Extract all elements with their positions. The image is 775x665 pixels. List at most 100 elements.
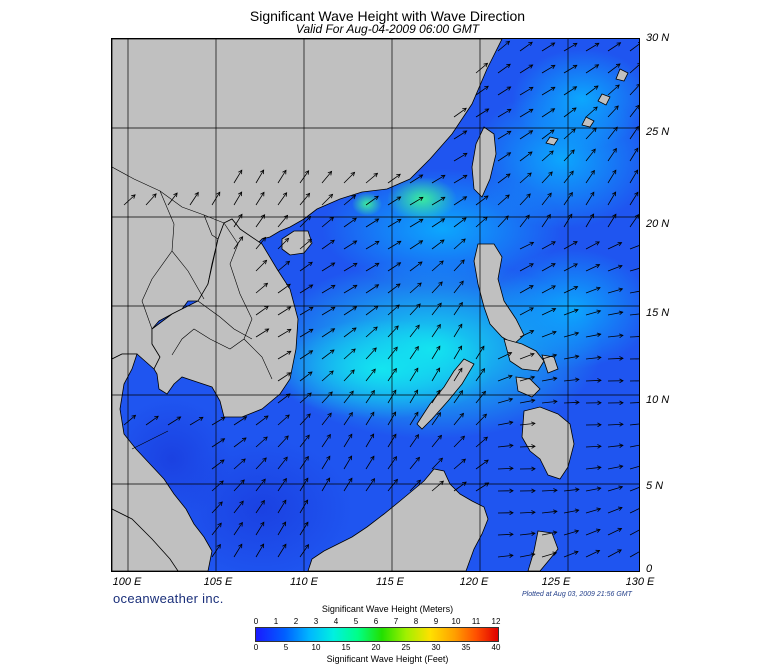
wave-direction-arrow xyxy=(453,280,464,294)
wave-direction-arrow xyxy=(629,147,639,162)
wave-direction-arrowhead xyxy=(330,328,336,333)
wave-direction-arrowhead xyxy=(461,217,467,222)
wave-direction-arrow xyxy=(629,444,639,448)
wave-direction-arrow xyxy=(453,345,462,360)
wave-direction-arrow xyxy=(607,528,622,536)
wave-direction-arrowhead xyxy=(352,240,358,245)
wave-direction-arrowhead xyxy=(327,170,333,176)
wave-direction-arrow xyxy=(519,64,533,74)
wave-direction-arrowhead xyxy=(617,527,623,533)
wave-direction-arrow xyxy=(497,554,513,558)
wave-direction-arrowhead xyxy=(414,345,419,351)
wave-direction-arrowhead xyxy=(261,236,267,242)
legend-meter-tick: 6 xyxy=(373,617,379,626)
wave-direction-arrow xyxy=(585,42,600,52)
wave-direction-arrow xyxy=(629,268,639,272)
wave-direction-arrow xyxy=(431,345,441,360)
wave-direction-arrow xyxy=(431,281,443,294)
wave-direction-arrow xyxy=(541,489,558,492)
wave-direction-arrowhead xyxy=(438,457,444,463)
wave-direction-arrowhead xyxy=(330,239,335,245)
wave-direction-arrowhead xyxy=(351,327,357,332)
wave-direction-arrowhead xyxy=(483,195,489,200)
wave-direction-arrow xyxy=(211,459,225,470)
wave-direction-arrowhead xyxy=(131,414,137,420)
wave-direction-arrow xyxy=(321,412,332,426)
lat-label-5n: 5 N xyxy=(646,480,664,492)
wave-direction-arrow xyxy=(497,421,513,426)
wave-direction-arrow xyxy=(453,130,467,140)
wave-direction-arrow xyxy=(299,350,313,360)
wave-direction-arrow xyxy=(475,368,485,382)
wave-direction-arrowhead xyxy=(530,398,536,404)
wave-direction-arrowhead xyxy=(615,63,621,68)
wave-direction-arrowhead xyxy=(414,411,419,417)
wave-direction-arrow xyxy=(343,412,353,426)
wave-direction-arrowhead xyxy=(330,262,336,267)
wave-direction-arrowhead xyxy=(590,191,595,197)
lon-label-120e: 120 E xyxy=(459,576,489,588)
wave-direction-arrow xyxy=(189,416,204,426)
wave-direction-arrow xyxy=(409,261,423,272)
wave-direction-arrowhead xyxy=(618,310,624,316)
wave-direction-arrow xyxy=(365,195,379,206)
wave-direction-arrowhead xyxy=(528,108,534,113)
wave-direction-arrow xyxy=(607,169,617,184)
wave-direction-arrow xyxy=(453,259,465,272)
wave-direction-arrow xyxy=(211,544,221,558)
wave-direction-arrow xyxy=(321,194,333,206)
wave-direction-arrow xyxy=(475,63,488,74)
wave-direction-arrow xyxy=(519,285,534,294)
wave-direction-arrow xyxy=(497,375,513,382)
wave-direction-arrowhead xyxy=(551,307,557,313)
wave-direction-arrow xyxy=(563,509,579,514)
wave-direction-arrowhead xyxy=(482,413,488,419)
wave-direction-arrow xyxy=(629,508,639,514)
lat-label-10n: 10 N xyxy=(646,394,670,406)
wave-direction-arrowhead xyxy=(264,305,269,311)
wave-direction-arrowhead xyxy=(568,191,573,197)
lat-label-30n: 30 N xyxy=(646,32,670,44)
wave-direction-arrow xyxy=(387,283,401,294)
wave-direction-arrowhead xyxy=(352,284,358,289)
wave-direction-arrowhead xyxy=(613,126,618,132)
wave-direction-arrow xyxy=(343,240,357,250)
wave-direction-arrow xyxy=(255,237,266,250)
wave-direction-arrowhead xyxy=(370,433,375,439)
wave-direction-arrowhead xyxy=(634,191,639,197)
wave-direction-arrowhead xyxy=(304,499,309,505)
wave-direction-arrow xyxy=(519,130,533,140)
wave-direction-arrowhead xyxy=(308,328,314,333)
wave-direction-arrowhead xyxy=(352,306,358,311)
wave-direction-arrowhead xyxy=(286,328,292,333)
wave-direction-arrow xyxy=(299,328,314,338)
wave-direction-arrowhead xyxy=(372,347,377,352)
wave-direction-arrow xyxy=(585,333,601,338)
wave-direction-arrowhead xyxy=(436,367,441,373)
wave-direction-arrow xyxy=(299,413,311,426)
wave-direction-arrow xyxy=(519,214,530,228)
lon-label-105e: 105 E xyxy=(203,576,233,588)
wave-direction-arrow xyxy=(431,302,442,316)
wave-direction-arrow xyxy=(321,391,333,404)
wave-direction-arrowhead xyxy=(395,304,400,309)
wave-direction-arrow xyxy=(387,346,398,360)
wave-direction-arrow xyxy=(519,376,535,382)
wave-direction-arrow xyxy=(629,126,639,140)
legend-feet-tick: 15 xyxy=(341,643,351,652)
wave-direction-arrow xyxy=(277,170,287,184)
wave-direction-arrow xyxy=(585,379,602,382)
wave-direction-arrow xyxy=(585,148,596,162)
wave-direction-arrowhead xyxy=(370,411,375,417)
wave-direction-arrow xyxy=(519,172,532,184)
wave-direction-arrowhead xyxy=(596,507,602,512)
wave-direction-arrowhead xyxy=(263,282,269,288)
wave-direction-arrowhead xyxy=(551,285,556,290)
wave-direction-arrow xyxy=(607,465,623,470)
wave-direction-arrowhead xyxy=(509,532,514,537)
wave-direction-arrowhead xyxy=(286,306,292,311)
wave-direction-arrowhead xyxy=(509,510,514,516)
wave-direction-arrow xyxy=(563,488,579,492)
wave-direction-arrow xyxy=(519,41,533,52)
wave-direction-arrowhead xyxy=(618,464,624,469)
